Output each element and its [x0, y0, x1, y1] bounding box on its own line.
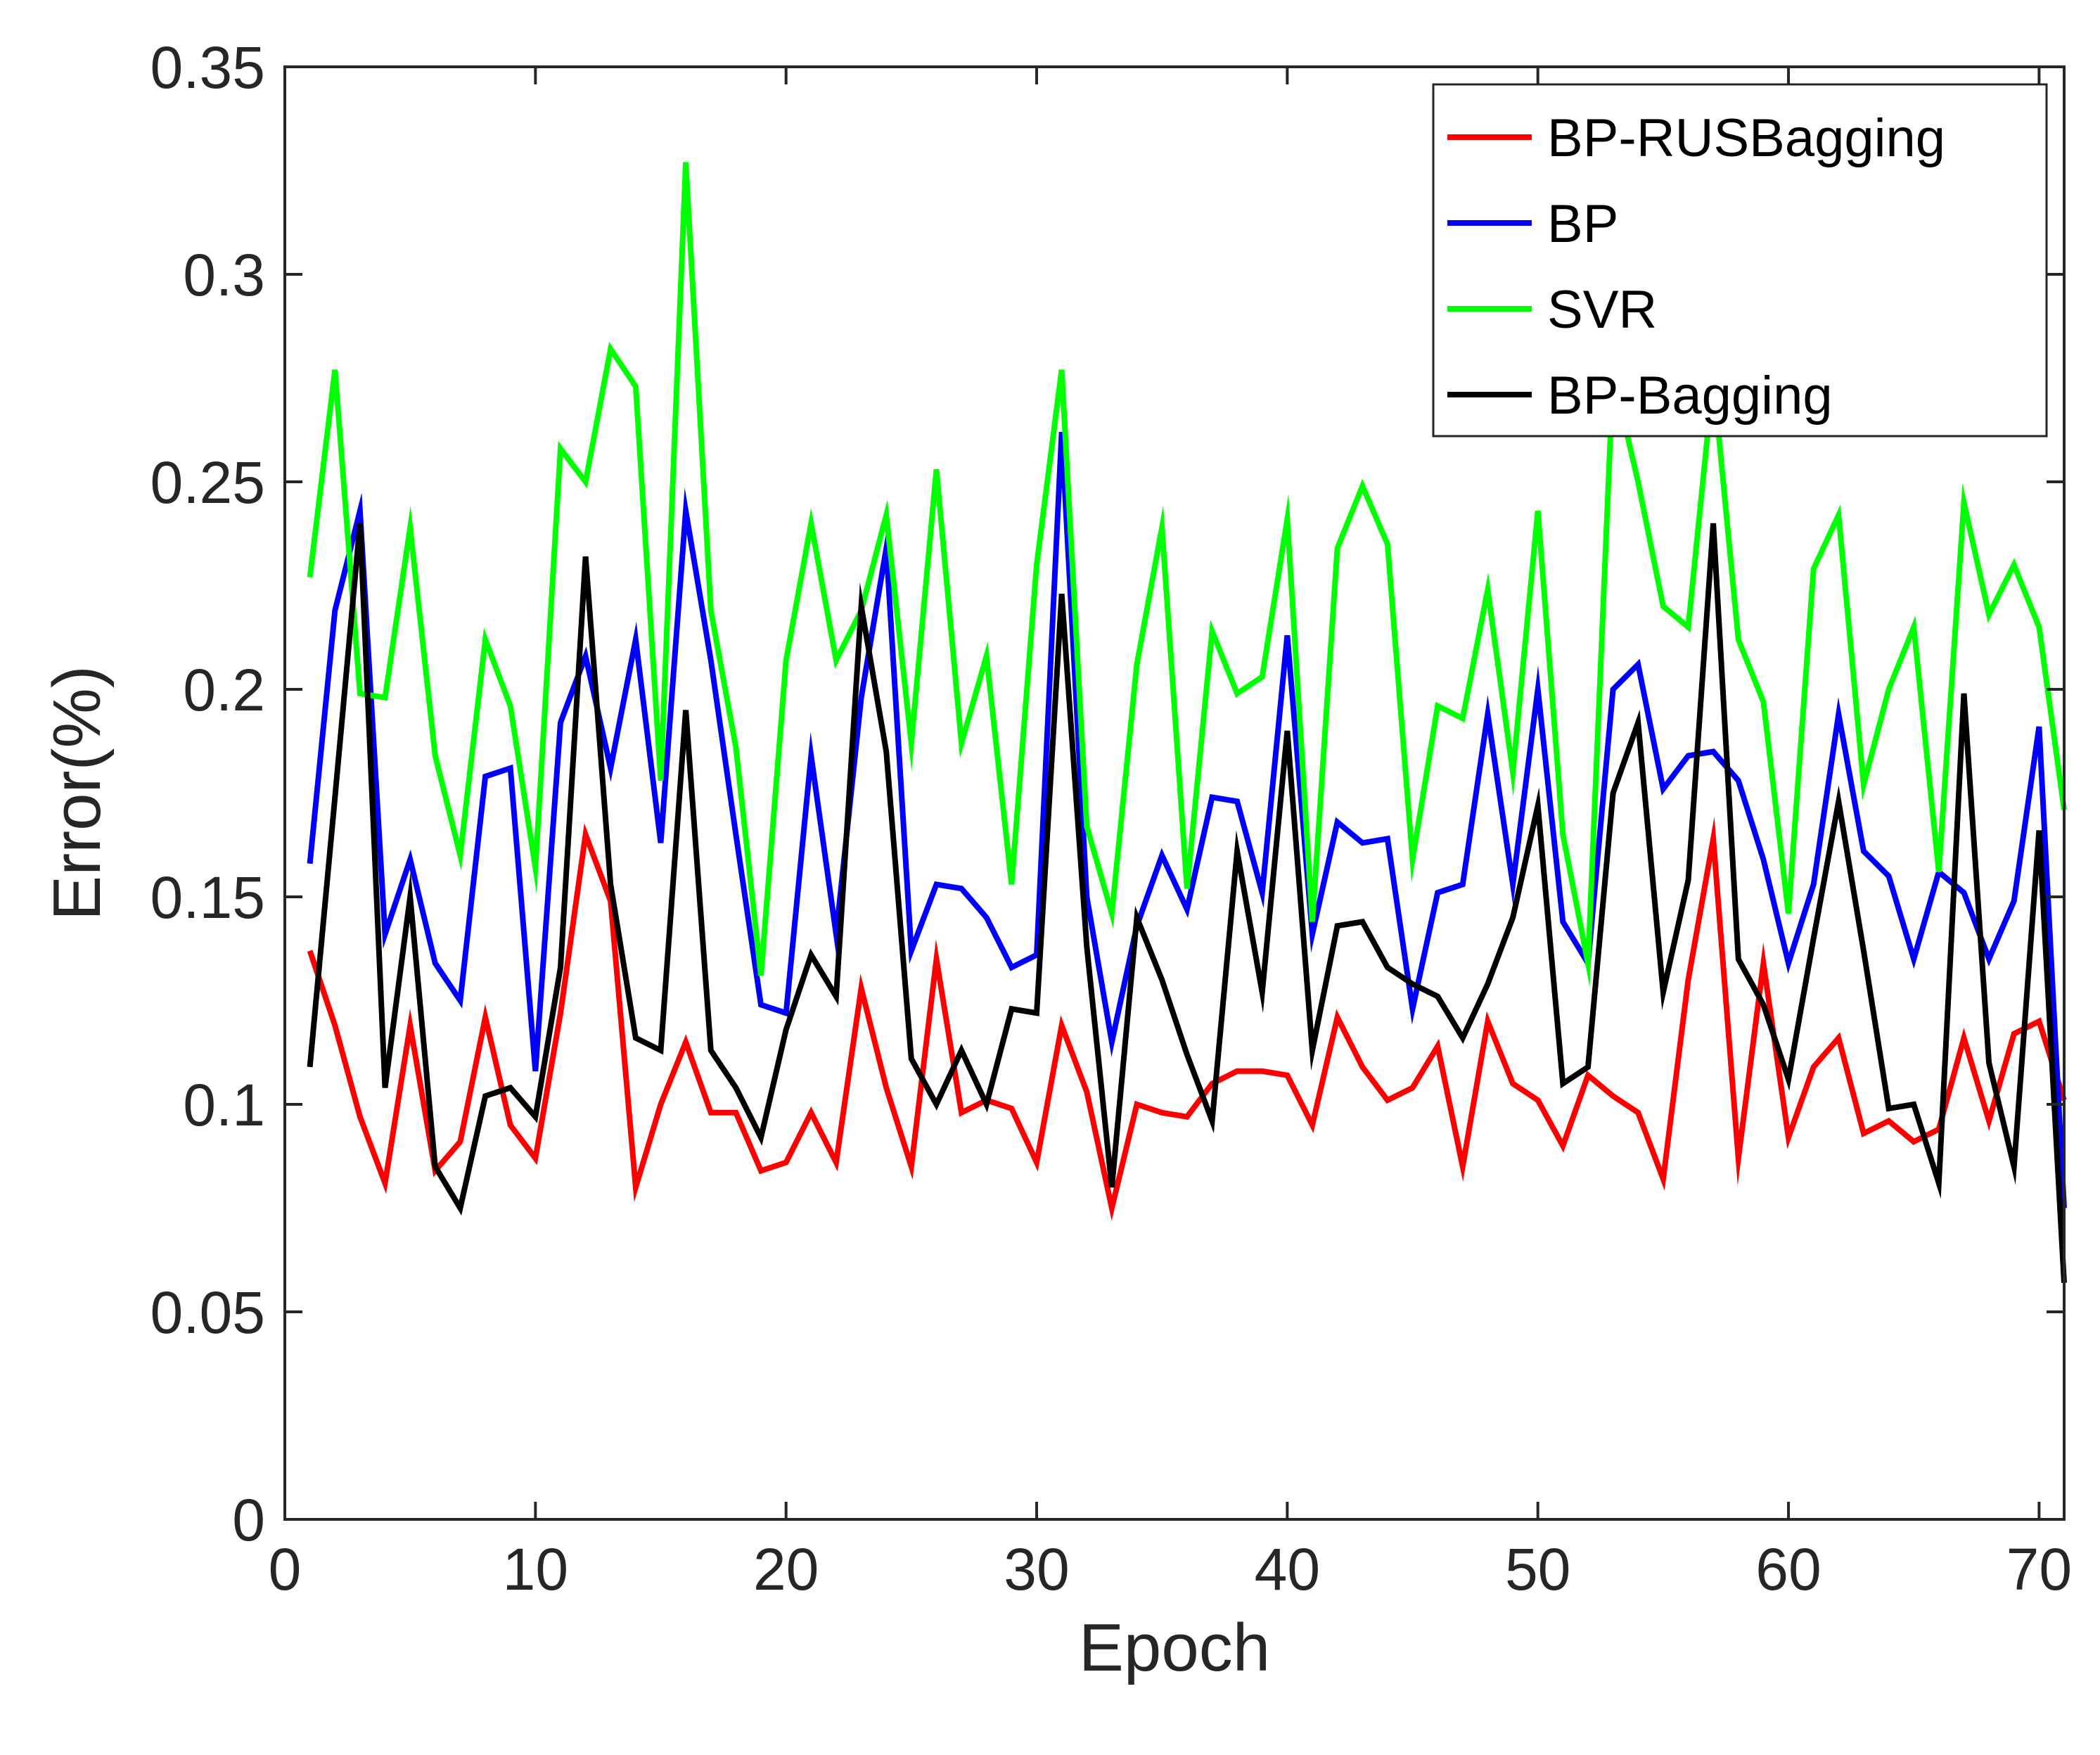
- x-tick-label: 0: [269, 1536, 302, 1602]
- x-tick-label: 10: [503, 1536, 568, 1602]
- series-line-bp-bagging: [307, 523, 2067, 1283]
- legend-items: BP-RUSBagging BP SVR BP-Bagging: [1447, 108, 1945, 426]
- legend-label: SVR: [1547, 280, 1657, 340]
- series-line-svr: [307, 162, 2067, 988]
- y-tick-label: 0.05: [151, 1279, 266, 1346]
- y-tick-label: 0.1: [183, 1072, 265, 1138]
- legend-label: BP-RUSBagging: [1547, 108, 1945, 168]
- x-tick-label: 50: [1505, 1536, 1570, 1602]
- ticks-layer: 0 10 20 30 40 50 60 70 0 0.05 0.1 0.15 0.2 0.25 0.3 0.3…: [151, 34, 2073, 1602]
- legend: BP-RUSBagging BP SVR BP-Bagging: [1432, 83, 2048, 438]
- x-tick-label: 70: [2006, 1536, 2072, 1602]
- x-axis-label: Epoch: [1079, 1610, 1270, 1685]
- y-axis-label: Error(%): [39, 665, 115, 921]
- y-tick-label: 0.25: [151, 449, 266, 516]
- x-tick-label: 30: [1004, 1536, 1069, 1602]
- y-tick-label: 0.15: [151, 864, 266, 931]
- x-tick-label: 60: [1755, 1536, 1821, 1602]
- legend-label: BP: [1547, 194, 1618, 254]
- y-tick-label: 0.3: [183, 242, 265, 308]
- y-tick-label: 0: [232, 1487, 265, 1553]
- legend-box: [1432, 83, 2048, 438]
- x-tick-label: 40: [1255, 1536, 1320, 1602]
- series-layer: [307, 162, 2067, 1283]
- plot-frame: [283, 65, 2066, 1521]
- x-tick-label: 20: [753, 1536, 819, 1602]
- y-tick-label: 0.2: [183, 657, 265, 723]
- y-tick-label: 0.35: [151, 34, 266, 101]
- legend-label: BP-Bagging: [1547, 366, 1833, 426]
- series-line-bp: [307, 431, 2067, 1208]
